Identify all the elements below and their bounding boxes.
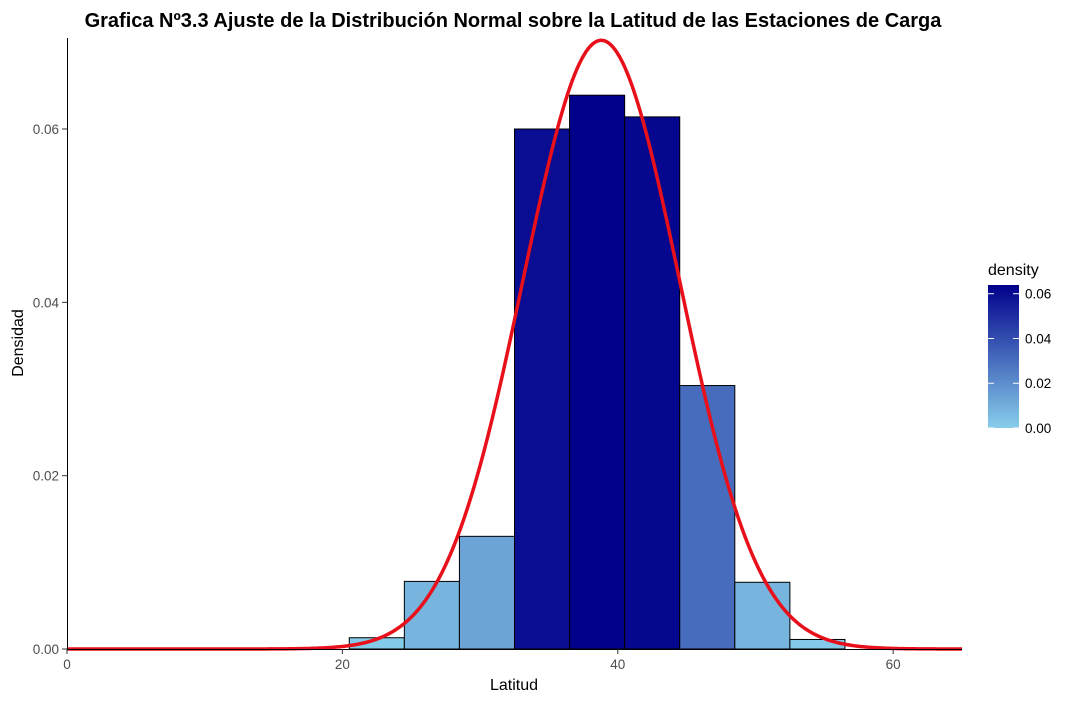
legend-title: density bbox=[988, 262, 1039, 279]
histogram-bar-6 bbox=[624, 116, 681, 650]
legend-tick-label: 0.04 bbox=[1025, 331, 1052, 346]
legend-ticks: 0.00 0.02 0.04 0.06 bbox=[988, 287, 1052, 436]
y-axis-ticks: 0.00 0.02 0.04 0.06 bbox=[33, 122, 67, 657]
y-axis-label: Densidad bbox=[10, 309, 27, 377]
histogram-bar-3 bbox=[458, 535, 515, 650]
histogram-bar-4 bbox=[514, 128, 571, 650]
y-tick-label: 0.02 bbox=[33, 469, 59, 484]
histogram-bars bbox=[348, 94, 846, 650]
chart-title: Grafica Nº3.3 Ajuste de la Distribución … bbox=[85, 10, 943, 32]
legend-tick-label: 0.00 bbox=[1025, 421, 1051, 436]
y-tick-label: 0.06 bbox=[33, 122, 59, 137]
y-tick-label: 0.04 bbox=[33, 295, 60, 310]
x-tick-label: 20 bbox=[335, 657, 350, 672]
x-axis-label: Latitud bbox=[490, 677, 538, 694]
y-tick-label: 0.00 bbox=[33, 642, 59, 657]
histogram-bar-8 bbox=[734, 581, 791, 650]
legend-tick-label: 0.06 bbox=[1025, 287, 1051, 302]
legend-colorbar bbox=[988, 285, 1019, 428]
x-tick-label: 0 bbox=[63, 657, 71, 672]
axes bbox=[67, 38, 962, 650]
x-tick-label: 60 bbox=[886, 657, 901, 672]
histogram-bar-7 bbox=[679, 385, 736, 650]
histogram-bar-5 bbox=[569, 94, 626, 650]
legend: density 0.00 0.02 0.04 0.06 bbox=[988, 262, 1052, 436]
x-axis-ticks: 0 20 40 60 bbox=[63, 649, 901, 672]
legend-tick-label: 0.02 bbox=[1025, 376, 1051, 391]
x-tick-label: 40 bbox=[610, 657, 625, 672]
